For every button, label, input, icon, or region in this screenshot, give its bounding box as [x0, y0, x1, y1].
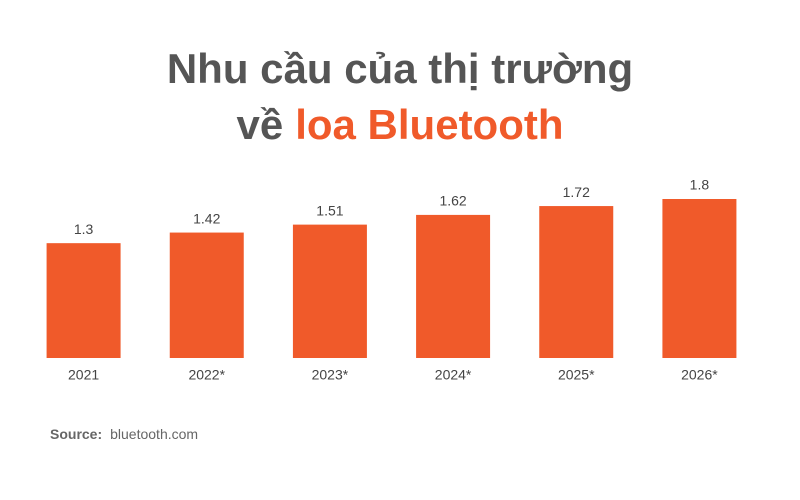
value-label: 1.72 [563, 184, 590, 200]
x-tick-label: 2025* [558, 367, 595, 383]
source-line: Source: bluetooth.com [50, 426, 198, 442]
source: bluetooth.com [110, 426, 198, 442]
x-tick-label: 2026* [681, 367, 718, 383]
title-highlight: loa Bluetooth [295, 101, 563, 148]
title-prefix: về [236, 101, 283, 148]
x-tick-label: 2024* [435, 367, 472, 383]
bar [539, 206, 614, 358]
chart-title: Nhu cầu của thị trường [167, 45, 633, 92]
chart-title-line2: về loa Bluetooth [236, 101, 563, 148]
bar [169, 232, 244, 358]
bar [46, 243, 121, 358]
value-label: 1.51 [316, 202, 343, 218]
value-label: 1.3 [74, 221, 94, 237]
x-tick-label: 2023* [312, 367, 349, 383]
value-label: 1.62 [439, 193, 466, 209]
value-label: 1.42 [193, 210, 220, 226]
x-tick-label: 2021 [68, 367, 99, 383]
value-label: 1.8 [690, 177, 710, 193]
bar [662, 199, 737, 358]
x-tick-label: 2022* [188, 367, 225, 383]
source-label: Source: [50, 426, 102, 442]
bar [416, 214, 491, 358]
bar [292, 224, 367, 358]
